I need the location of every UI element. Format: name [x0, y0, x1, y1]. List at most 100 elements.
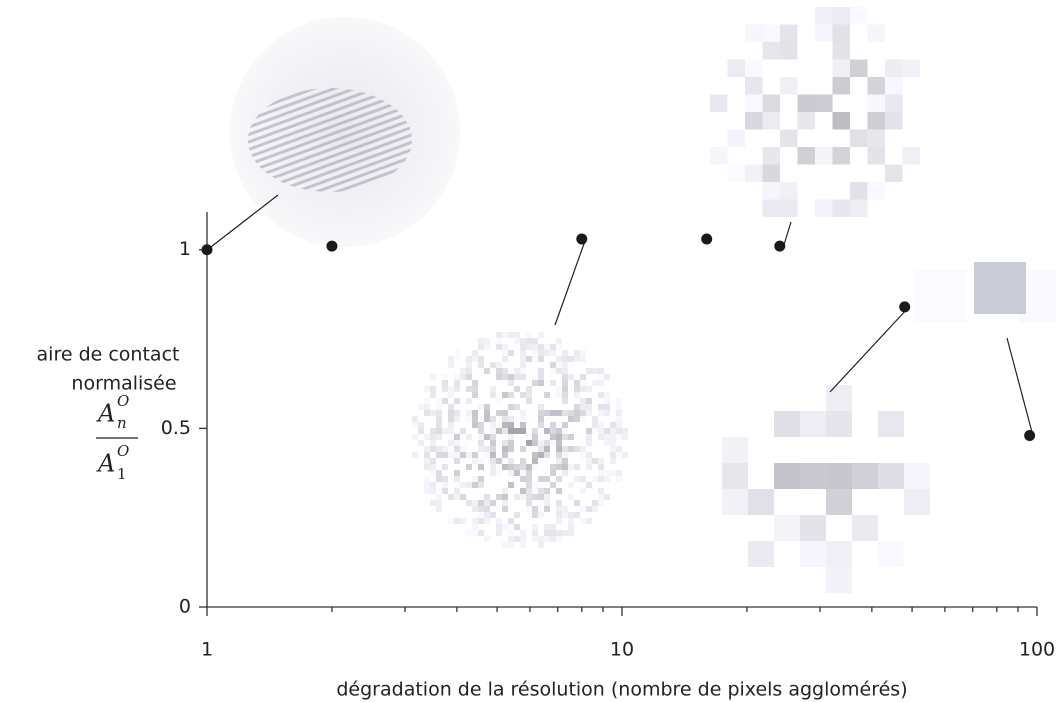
image-pixel — [532, 374, 538, 380]
image-pixel — [454, 434, 460, 440]
image-pixel — [418, 422, 424, 428]
image-pixel — [508, 446, 514, 452]
image-pixel — [562, 386, 568, 392]
image-pixel — [562, 512, 568, 518]
image-pixel — [484, 500, 490, 506]
image-pixel — [412, 434, 418, 440]
image-pixel — [418, 404, 424, 410]
image-pixel — [797, 94, 815, 112]
image-pixel — [484, 338, 490, 344]
image-pixel — [526, 344, 532, 350]
image-pixel — [490, 500, 496, 506]
image-pixel — [526, 338, 532, 344]
image-pixel — [490, 362, 496, 368]
image-pixel — [556, 434, 562, 440]
image-pixel — [610, 440, 616, 446]
image-pixel — [430, 446, 436, 452]
y-axis-formula: A O n A O 1 — [96, 392, 138, 483]
image-pixel — [544, 494, 550, 500]
image-pixel — [562, 398, 568, 404]
image-pixel — [508, 392, 514, 398]
image-pixel — [780, 77, 798, 95]
image-pixel — [850, 7, 868, 25]
image-pixel — [532, 464, 538, 470]
image-pixel — [520, 470, 526, 476]
image-pixel — [826, 541, 852, 567]
image-pixel — [478, 476, 484, 482]
image-pixel — [424, 404, 430, 410]
image-pixel — [472, 386, 478, 392]
image-pixel — [562, 422, 568, 428]
image-pixel — [454, 416, 460, 422]
image-pixel — [502, 332, 508, 338]
image-pixel — [562, 380, 568, 386]
image-pixel — [832, 7, 850, 25]
image-pixel — [496, 374, 502, 380]
image-pixel — [454, 470, 460, 476]
image-pixel — [568, 446, 574, 452]
image-pixel — [550, 344, 556, 350]
image-pixel — [748, 541, 774, 567]
image-pixel — [520, 428, 526, 434]
image-pixel — [904, 489, 930, 515]
image-pixel — [496, 362, 502, 368]
image-pixel — [514, 428, 520, 434]
image-pixel — [532, 494, 538, 500]
image-pixel — [568, 464, 574, 470]
image-pixel — [472, 392, 478, 398]
image-pixel — [580, 410, 586, 416]
image-pixel — [520, 368, 526, 374]
image-pixel — [544, 452, 550, 458]
image-pixel — [598, 368, 604, 374]
image-pixel — [568, 410, 574, 416]
image-pixel — [484, 344, 490, 350]
image-pixel — [466, 368, 472, 374]
image-pixel — [448, 440, 454, 446]
image-pixel — [514, 470, 520, 476]
image-pixel — [502, 446, 508, 452]
formula-base: A — [96, 450, 115, 478]
image-pixel — [424, 434, 430, 440]
image-pixel — [442, 452, 448, 458]
image-pixel — [616, 434, 622, 440]
image-pixel — [850, 199, 868, 217]
image-pixel — [496, 494, 502, 500]
image-pixel — [514, 338, 520, 344]
image-pixel — [592, 428, 598, 434]
image-pixel — [574, 386, 580, 392]
image-pixel — [562, 506, 568, 512]
image-pixel — [885, 59, 903, 77]
image-pixel — [797, 112, 815, 130]
image-pixel — [550, 482, 556, 488]
image-pixel — [502, 344, 508, 350]
image-pixel — [815, 147, 833, 165]
image-pixel — [592, 422, 598, 428]
image-pixel — [562, 410, 568, 416]
image-pixel — [472, 350, 478, 356]
image-pixel — [532, 428, 538, 434]
image-pixel — [424, 464, 430, 470]
image-pixel — [448, 452, 454, 458]
image-pixel — [574, 464, 580, 470]
image-pixel — [496, 410, 502, 416]
image-pixel — [774, 515, 800, 541]
image-pixel — [556, 518, 562, 524]
image-pixel — [460, 428, 466, 434]
image-pixel — [550, 410, 556, 416]
image-pixel — [502, 524, 508, 530]
image-pixel — [532, 434, 538, 440]
fingerprint-ridges — [248, 88, 412, 192]
image-pixel — [586, 440, 592, 446]
image-pixel — [867, 129, 885, 147]
image-pixel — [574, 350, 580, 356]
image-pixel — [496, 332, 502, 338]
image-pixel — [454, 350, 460, 356]
image-pixel — [526, 494, 532, 500]
image-pixel — [762, 147, 780, 165]
image-pixel — [502, 374, 508, 380]
image-pixel — [815, 199, 833, 217]
image-pixel — [586, 398, 592, 404]
image-pixel — [448, 386, 454, 392]
image-pixel — [580, 488, 586, 494]
